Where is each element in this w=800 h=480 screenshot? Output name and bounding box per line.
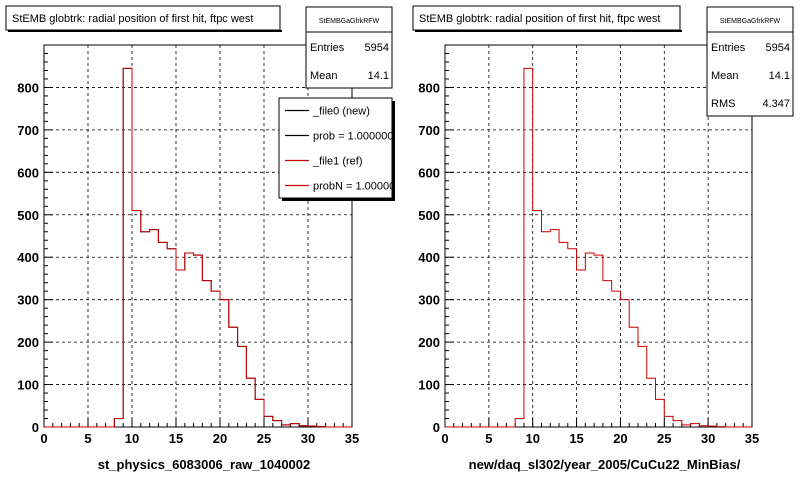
histogram-series-2 — [44, 67, 352, 428]
stats-name: StEMBGaGfrkRFW — [720, 18, 781, 25]
y-tick-label: 400 — [17, 250, 39, 265]
x-tick-label: 15 — [169, 431, 183, 446]
x-tick-label: 35 — [345, 431, 359, 446]
x-tick-label: 20 — [213, 431, 227, 446]
y-tick-label: 800 — [418, 80, 440, 95]
y-tick-label: 400 — [418, 250, 440, 265]
x-tick-label: 25 — [257, 431, 271, 446]
x-tick-label: 10 — [125, 431, 139, 446]
y-tick-label: 800 — [17, 80, 39, 95]
y-tick-label: 0 — [32, 420, 39, 435]
stats-label: Mean — [711, 70, 739, 82]
stats-value: 5954 — [365, 42, 389, 54]
stats-label: Entries — [711, 42, 746, 54]
y-tick-label: 300 — [418, 293, 440, 308]
x-tick-label: 25 — [657, 431, 671, 446]
legend-entry: _file1 (ref) — [312, 156, 363, 168]
x-tick-label: 30 — [701, 431, 715, 446]
y-tick-label: 600 — [17, 165, 39, 180]
y-tick-label: 700 — [17, 123, 39, 138]
stats-label: Mean — [310, 70, 338, 82]
chart-title: StEMB globtrk: radial position of first … — [419, 13, 660, 25]
x-tick-label: 5 — [84, 431, 91, 446]
plot-frame — [444, 44, 753, 428]
y-tick-label: 700 — [418, 123, 440, 138]
legend-box — [278, 97, 393, 199]
x-tick-label: 20 — [613, 431, 627, 446]
legend-entry: prob = 1.000000 — [313, 131, 393, 143]
histogram-series-1 — [445, 67, 752, 428]
x-axis-label: new/daq_sl302/year_2005/CuCu22_MinBias/ — [469, 457, 741, 472]
stats-box — [305, 6, 393, 89]
stats-label: RMS — [711, 98, 735, 110]
chart-title: StEMB globtrk: radial position of first … — [12, 13, 253, 25]
y-tick-label: 500 — [418, 208, 440, 223]
y-tick-label: 500 — [17, 208, 39, 223]
stats-box — [706, 6, 794, 117]
title-box — [412, 5, 681, 31]
stats-name: StEMBGaGfrkRFW — [319, 18, 380, 25]
x-tick-label: 15 — [569, 431, 583, 446]
x-tick-label: 5 — [485, 431, 492, 446]
legend: _file0 (new) prob = 1.000000 _file1 (ref) p… — [285, 106, 401, 193]
y-tick-label: 200 — [17, 335, 39, 350]
stats-value: 14.1 — [368, 70, 389, 82]
chart-panel-2: 0 5 10 15 20 25 30 35 0 100 200 300 400 500 600 700 800 n… — [412, 5, 794, 472]
title-box — [5, 5, 281, 31]
y-tick-label: 100 — [418, 378, 440, 393]
x-tick-label: 0 — [441, 431, 448, 446]
x-tick-label: 30 — [301, 431, 315, 446]
y-tick-label: 600 — [418, 165, 440, 180]
y-tick-label: 200 — [418, 335, 440, 350]
y-tick-label: 300 — [17, 293, 39, 308]
legend-entry: _file0 (new) — [312, 106, 370, 118]
y-tick-label: 0 — [433, 420, 440, 435]
x-tick-label: 35 — [745, 431, 759, 446]
x-axis-label: st_physics_6083006_raw_1040002 — [98, 457, 311, 472]
x-tick-label: 0 — [40, 431, 47, 446]
chart-panel-1: 0 5 10 15 20 25 30 35 0 100 200 300 400 500 600 700 800 s… — [5, 5, 401, 472]
stats-label: Entries — [310, 42, 345, 54]
stats-value: 4.347 — [762, 98, 790, 110]
stats-value: 14.1 — [769, 70, 790, 82]
stats-value: 5954 — [766, 42, 790, 54]
x-tick-label: 10 — [525, 431, 539, 446]
legend-entry: probN = 1.000000 — [313, 181, 401, 193]
y-tick-label: 100 — [17, 378, 39, 393]
